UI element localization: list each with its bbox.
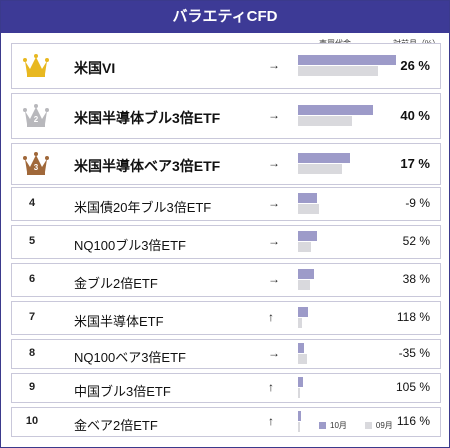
bar-previous — [298, 242, 311, 252]
ranking-row-6: 6 金ブル2倍ETF → 38 % — [11, 263, 441, 297]
bar-current — [298, 55, 396, 65]
bar-previous — [298, 164, 343, 174]
legend-swatch-current — [319, 422, 326, 429]
rank-number: 10 — [25, 415, 39, 427]
trend-arrow-icon: → — [268, 346, 280, 360]
instrument-name: 中国ブル3倍ETF — [74, 383, 171, 399]
change-percent: -35 % — [398, 346, 430, 360]
ranking-row-9: 9 中国ブル3倍ETF ↑ 105 % — [11, 373, 441, 403]
bar-previous — [298, 422, 300, 432]
trend-arrow-icon: → — [268, 234, 280, 248]
bar-current — [298, 269, 314, 279]
bar-previous — [298, 388, 301, 398]
bar-previous — [298, 280, 310, 290]
rank-number: 6 — [28, 273, 36, 285]
bar-current — [298, 193, 317, 203]
bar-previous — [298, 116, 352, 126]
instrument-name: NQ100ブル3倍ETF — [74, 237, 186, 253]
instrument-name: NQ100ベア3倍ETF — [74, 349, 186, 365]
ranking-row-2: 2 米国半導体ブル3倍ETF → 40 % — [11, 93, 441, 139]
ranking-row-1: 米国VI → 26 % — [11, 43, 441, 89]
ranking-row-7: 7 米国半導体ETF ↑ 118 % — [11, 301, 441, 335]
bar-current — [298, 343, 304, 353]
trend-arrow-icon: → — [268, 196, 280, 210]
bar-previous — [298, 66, 379, 76]
change-percent: 38 % — [402, 272, 430, 286]
instrument-name: 金ベア2倍ETF — [74, 417, 158, 433]
trend-arrow-icon: → — [268, 156, 280, 170]
change-percent: 116 % — [396, 414, 430, 428]
instrument-name: 金ブル2倍ETF — [74, 275, 158, 291]
trend-arrow-icon: ↑ — [268, 310, 274, 324]
instrument-name: 米国半導体ブル3倍ETF — [74, 110, 221, 126]
legend-label-current: 10月 — [330, 421, 347, 430]
change-percent: 40 % — [400, 108, 430, 123]
change-percent: 17 % — [400, 156, 430, 171]
bar-previous — [298, 204, 319, 214]
ranking-row-3: 3 米国半導体ベア3倍ETF → 17 % — [11, 143, 441, 185]
rank-number: 5 — [28, 235, 36, 247]
bar-current — [298, 153, 350, 163]
bar-current — [298, 105, 374, 115]
chart-legend: 10月 09月 — [319, 420, 393, 431]
change-percent: 105 % — [395, 380, 430, 394]
bronze-crown-icon: 3 — [22, 151, 50, 177]
trend-arrow-icon: → — [268, 58, 280, 72]
bar-current — [298, 377, 303, 387]
ranking-row-8: 8 NQ100ベア3倍ETF → -35 % — [11, 339, 441, 369]
instrument-name: 米国債20年ブル3倍ETF — [74, 199, 212, 215]
panel-title: バラエティCFD — [1, 1, 449, 33]
legend-swatch-previous — [364, 422, 372, 429]
legend-label-previous: 09月 — [375, 421, 393, 430]
bar-previous — [298, 354, 307, 364]
change-percent: 118 % — [396, 310, 430, 324]
rank-number: 9 — [28, 381, 36, 393]
silver-crown-icon: 2 — [22, 103, 50, 129]
trend-arrow-icon: → — [268, 108, 280, 122]
bar-current — [298, 231, 317, 241]
bar-previous — [298, 318, 303, 328]
trend-arrow-icon: ↑ — [268, 414, 274, 428]
instrument-name: 米国VI — [74, 60, 116, 76]
ranking-row-4: 4 米国債20年ブル3倍ETF → -9 % — [11, 187, 441, 221]
gold-crown-icon — [22, 53, 50, 79]
bar-current — [298, 307, 308, 317]
rank-number: 7 — [28, 311, 36, 323]
rank-number: 4 — [28, 197, 36, 209]
svg-text:2: 2 — [34, 115, 39, 124]
svg-text:3: 3 — [34, 163, 39, 172]
instrument-name: 米国半導体ベア3倍ETF — [74, 158, 221, 174]
rank-number: 8 — [28, 347, 36, 359]
bar-current — [298, 411, 301, 421]
trend-arrow-icon: → — [268, 272, 280, 286]
change-percent: -9 % — [405, 196, 430, 210]
instrument-name: 米国半導体ETF — [74, 313, 164, 329]
trend-arrow-icon: ↑ — [268, 380, 274, 394]
change-percent: 52 % — [402, 234, 430, 248]
change-percent: 26 % — [400, 58, 430, 73]
ranking-row-5: 5 NQ100ブル3倍ETF → 52 % — [11, 225, 441, 259]
